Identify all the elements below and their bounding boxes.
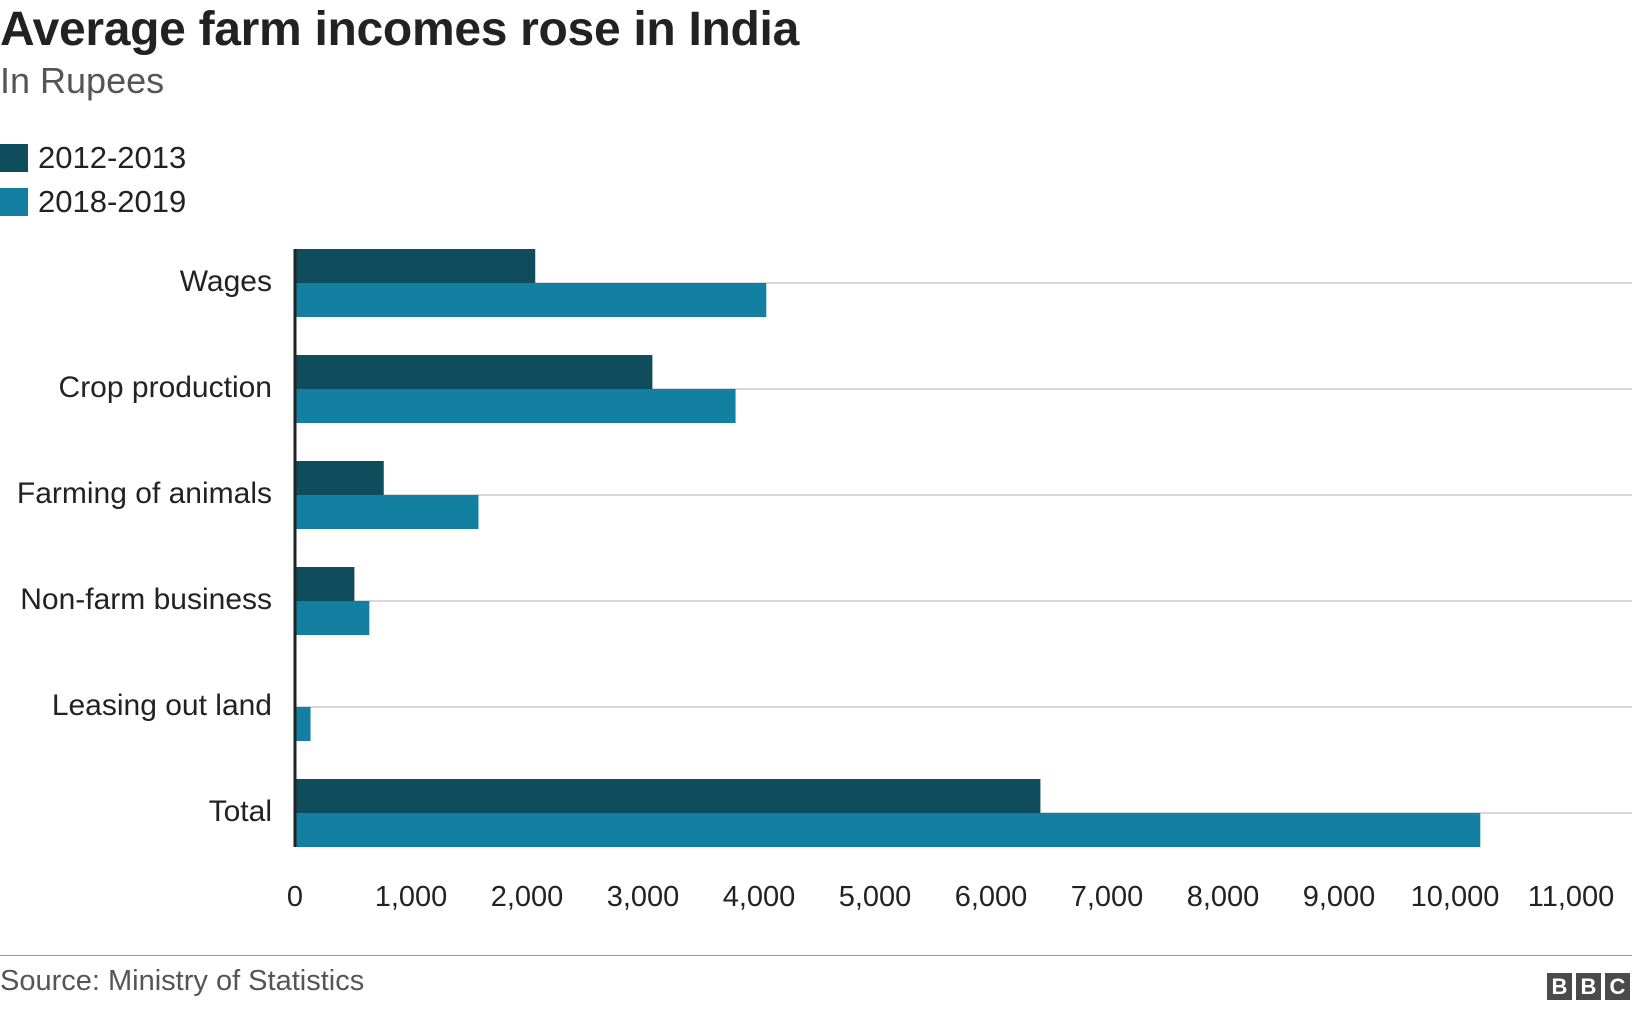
bar-2012-2013-crop-production: [295, 355, 653, 389]
x-tick-label: 11,000: [1528, 881, 1615, 913]
bar-2018-2019-crop-production: [295, 389, 736, 423]
chart-title: Average farm incomes rose in India: [0, 3, 799, 56]
x-tick-label: 8,000: [1187, 881, 1260, 913]
bar-2012-2013-total: [295, 779, 1041, 813]
logo-letter: C: [1605, 973, 1630, 1000]
bar-2012-2013-wages: [295, 249, 536, 283]
x-tick-label: 1,000: [375, 881, 448, 913]
category-label: Wages: [180, 265, 272, 298]
x-tick-label: 10,000: [1411, 881, 1500, 913]
legend-item-2012-2013: 2012-2013: [0, 136, 186, 180]
category-label: Leasing out land: [52, 689, 272, 722]
bar-2018-2019-total: [295, 813, 1481, 847]
legend-item-2018-2019: 2018-2019: [0, 180, 186, 224]
category-label: Non-farm business: [20, 583, 272, 616]
category-label: Farming of animals: [17, 477, 272, 510]
x-tick-label: 0: [287, 881, 303, 913]
source-note: Source: Ministry of Statistics: [0, 965, 365, 997]
legend-swatch-2012-2013: [0, 144, 28, 172]
bar-2018-2019-wages: [295, 283, 767, 317]
bar-2018-2019-leasing-out-land: [295, 707, 311, 741]
x-tick-label: 7,000: [1071, 881, 1144, 913]
bar-2012-2013-non-farm-business: [295, 567, 355, 601]
legend-label: 2018-2019: [38, 184, 187, 219]
logo-letter: B: [1576, 973, 1601, 1000]
x-tick-label: 5,000: [839, 881, 912, 913]
bar-chart: Wages Crop production Farming of animals No…: [17, 249, 1632, 913]
x-tick-label: 2,000: [491, 881, 564, 913]
x-tick-label: 3,000: [607, 881, 680, 913]
x-tick-label: 6,000: [955, 881, 1028, 913]
x-tick-label: 4,000: [723, 881, 796, 913]
category-label: Total: [209, 795, 272, 828]
chart-subtitle: In Rupees: [0, 60, 165, 101]
legend: 2012-2013 2018-2019: [0, 136, 186, 224]
legend-label: 2012-2013: [38, 140, 187, 175]
legend-swatch-2018-2019: [0, 188, 28, 216]
category-label: Crop production: [59, 371, 272, 404]
logo-letter: B: [1547, 973, 1572, 1000]
bar-2018-2019-non-farm-business: [295, 601, 370, 635]
bar-2012-2013-farming-of-animals: [295, 461, 384, 495]
bbc-logo: B B C: [1547, 973, 1630, 1000]
footer-divider: [0, 955, 1632, 956]
bar-2018-2019-farming-of-animals: [295, 495, 479, 529]
x-tick-label: 9,000: [1303, 881, 1376, 913]
